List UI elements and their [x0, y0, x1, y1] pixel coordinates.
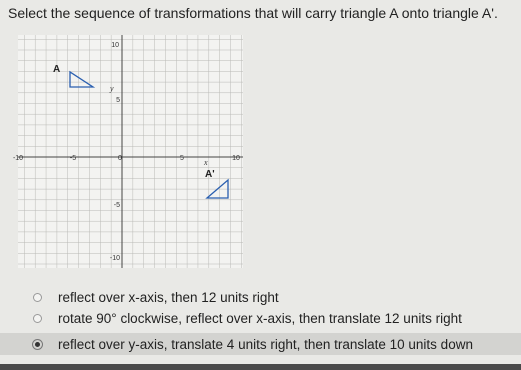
option-text[interactable]: rotate 90° clockwise, reflect over x-axi…: [58, 310, 462, 326]
x-tick-label: -10: [13, 155, 23, 162]
option-text[interactable]: reflect over x-axis, then 12 units right: [58, 289, 279, 305]
y-axis-label: y: [109, 84, 114, 93]
option-text[interactable]: reflect over y-axis, translate 4 units r…: [58, 336, 473, 352]
y-tick-label: 10: [111, 42, 119, 49]
triangle-a-prime: [205, 178, 229, 199]
y-tick-label: -5: [114, 202, 120, 209]
option[interactable]: rotate 90° clockwise, reflect over x-axi…: [0, 307, 521, 329]
y-tick-label: -10: [110, 255, 120, 262]
y-tick-label: 5: [116, 97, 120, 104]
x-tick-label: -5: [70, 155, 76, 162]
option[interactable]: reflect over x-axis, then 12 units right: [0, 286, 521, 308]
triangle-a: [69, 70, 96, 88]
shape-label: A: [53, 64, 60, 75]
option[interactable]: reflect over y-axis, translate 4 units r…: [0, 333, 521, 355]
x-tick-label: 10: [232, 155, 240, 162]
coordinate-graph: -10 -5 0 5 10 10 5 -5 -10 y x A A': [13, 35, 243, 268]
x-axis-label: x: [203, 158, 208, 167]
radio-button[interactable]: [33, 313, 42, 323]
question: Select the sequence of transformations t…: [8, 5, 498, 21]
x-tick-label: 5: [180, 155, 184, 162]
graph-background: [18, 35, 243, 268]
shape-label: A': [205, 169, 215, 180]
x-tick-label: 0: [118, 155, 122, 162]
radio-button[interactable]: [33, 339, 42, 349]
bottom-bar: [0, 364, 521, 370]
radio-button[interactable]: [33, 292, 42, 302]
